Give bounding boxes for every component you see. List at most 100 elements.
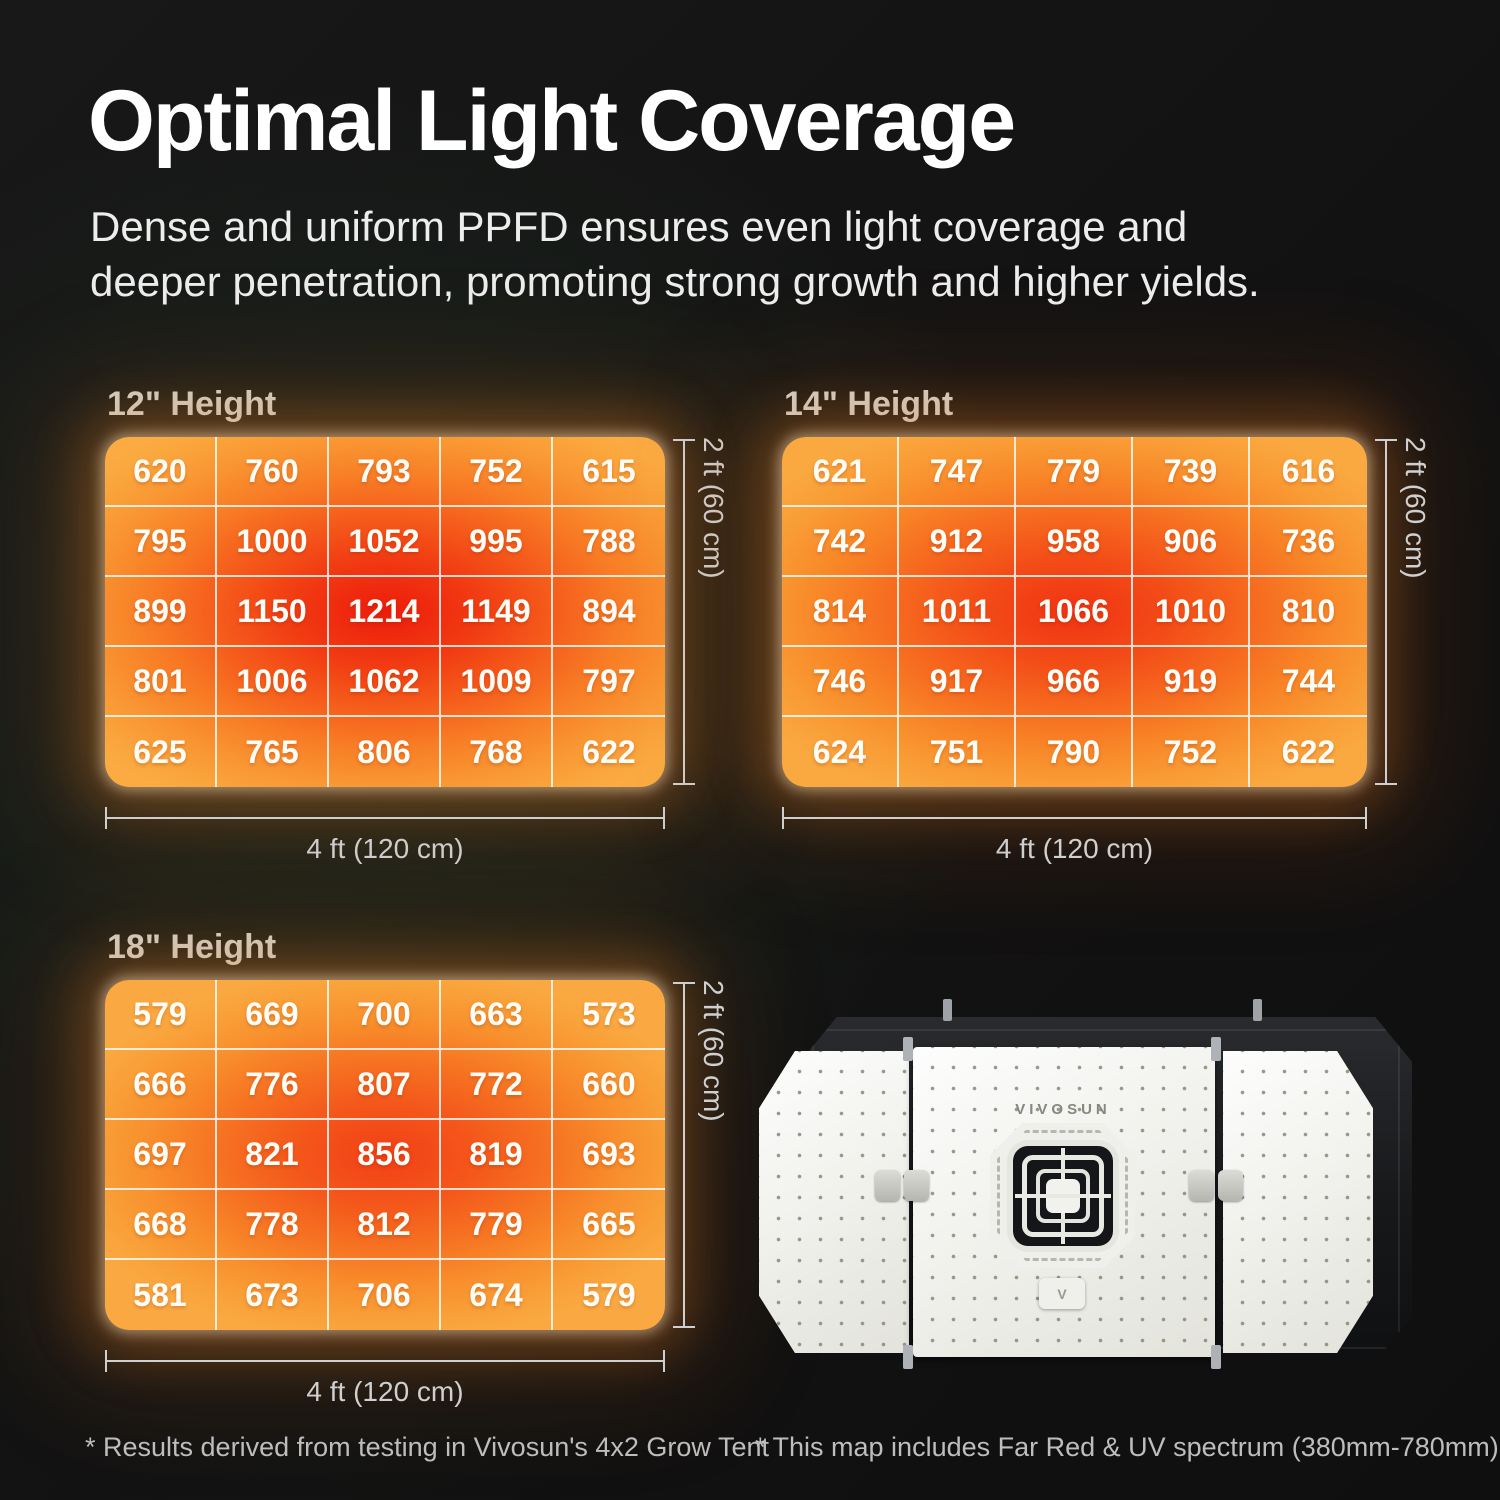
heatmap-cell-value: 919 xyxy=(1133,647,1250,717)
heatmap-cell-value: 958 xyxy=(1016,507,1133,577)
heatmap-cell-value: 660 xyxy=(553,1050,665,1120)
page-title: Optimal Light Coverage xyxy=(88,73,1016,169)
heatmap-block-14in: 14" Height 621 747 779 739 616 742 912 958 906 73… xyxy=(782,385,1500,895)
heatmap-cell-value: 1000 xyxy=(217,507,329,577)
heatmap-cell-value: 706 xyxy=(329,1260,441,1330)
heatmap-cell-value: 821 xyxy=(217,1120,329,1190)
heatmap-cell-value: 1052 xyxy=(329,507,441,577)
heatmap-cell-value: 1011 xyxy=(899,577,1016,647)
heatmap-cell-value: 779 xyxy=(441,1190,553,1260)
height-dimension-label: 2 ft (60 cm) xyxy=(1400,437,1431,579)
heatmap-12in: 620 760 793 752 615 795 1000 1052 995 788 899 1150 1… xyxy=(105,437,665,787)
heatmap-14in: 621 747 779 739 616 742 912 958 906 736 814 1011 106… xyxy=(782,437,1367,787)
heatmap-block-18in: 18" Height 579 669 700 663 573 666 776 807 772 66… xyxy=(105,928,825,1438)
heatmap-cell-value: 581 xyxy=(105,1260,217,1330)
heatmap-block-12in: 12" Height 620 760 793 752 615 795 1000 1052 995… xyxy=(105,385,825,895)
heatmap-cell-value: 624 xyxy=(782,717,899,787)
heatmap-cell-value: 810 xyxy=(1250,577,1367,647)
heatmap-cell-value: 622 xyxy=(582,733,636,770)
heatmap-cell-value: 666 xyxy=(105,1050,217,1120)
heatmap-grid: 621 747 779 739 616 742 912 958 906 736 814 1011 106… xyxy=(782,437,1367,787)
heatmap-cell-value: 995 xyxy=(441,507,553,577)
heatmap-title-12in: 12" Height xyxy=(107,385,277,423)
heatmap-cell-value: 790 xyxy=(1016,717,1133,787)
fan-hub xyxy=(1045,1178,1080,1213)
heatmap-cell-value: 697 xyxy=(105,1120,217,1190)
heatmap-cell-value: 797 xyxy=(553,647,665,717)
panel-hinge xyxy=(904,1170,929,1201)
height-dimension-line xyxy=(673,439,695,785)
panel-hinge xyxy=(1189,1170,1214,1201)
width-dimension-label: 4 ft (120 cm) xyxy=(995,833,1154,864)
width-dimension-line xyxy=(782,807,1367,829)
heatmap-cell-value: 812 xyxy=(329,1190,441,1260)
heatmap-cell-value: 1214 xyxy=(329,577,441,647)
heatmap-cell-value: 739 xyxy=(1133,437,1250,507)
heatmap-cell-value: 751 xyxy=(899,717,1016,787)
heatmap-cell-value: 665 xyxy=(553,1190,665,1260)
brand-logo-badge: V xyxy=(1039,1278,1085,1309)
heatmap-grid: 620 760 793 752 615 795 1000 1052 995 788 899 1150 1… xyxy=(105,437,665,787)
heatmap-cell-value: 615 xyxy=(553,437,665,507)
height-dimension-label: 2 ft (60 cm) xyxy=(698,980,729,1122)
heatmap-cell-value: 625 xyxy=(105,717,217,787)
heatmap-cell-value: 620 xyxy=(105,437,217,507)
height-dimension-line xyxy=(673,982,695,1328)
product-brand-label: VIVOSUN xyxy=(1015,1101,1111,1118)
heatmap-title-18in: 18" Height xyxy=(107,928,277,966)
heatmap-cell-value: 1009 xyxy=(441,647,553,717)
product-image: VIVOSUN V xyxy=(745,995,1440,1370)
heatmap-cell-value: 795 xyxy=(105,507,217,577)
heatmap-cell-value: 912 xyxy=(899,507,1016,577)
product-fan-vent xyxy=(990,1123,1135,1268)
width-dimension-label: 4 ft (120 cm) xyxy=(306,1376,464,1407)
heatmap-cell-value: 1006 xyxy=(217,647,329,717)
heatmap-cell-value: 856 xyxy=(329,1120,441,1190)
width-dimension-line xyxy=(105,807,665,829)
heatmap-cell-value: 668 xyxy=(105,1190,217,1260)
heatmap-cell-value: 736 xyxy=(1250,507,1367,577)
heatmap-cell-value: 807 xyxy=(329,1050,441,1120)
heatmap-title-14in: 14" Height xyxy=(784,385,954,423)
heatmap-cell-value: 700 xyxy=(329,980,441,1050)
footnote-spectrum: * This map includes Far Red & UV spectru… xyxy=(755,1432,1499,1462)
footnote-test-conditions: * Results derived from testing in Vivosu… xyxy=(85,1432,769,1462)
heatmap-cell-value: 663 xyxy=(441,980,553,1050)
heatmap-cell-value: 917 xyxy=(899,647,1016,717)
height-dimension-label: 2 ft (60 cm) xyxy=(698,437,729,579)
heatmap-cell-value: 899 xyxy=(105,577,217,647)
panel-clamp xyxy=(1211,1037,1221,1061)
heatmap-cell-value: 744 xyxy=(1250,647,1367,717)
heatmap-cell-value: 814 xyxy=(782,577,899,647)
heatmap-cell-value: 778 xyxy=(217,1190,329,1260)
heatmap-cell-value: 806 xyxy=(329,717,441,787)
panel-clamp xyxy=(903,1037,913,1061)
heatmap-cell-value: 793 xyxy=(329,437,441,507)
height-dimension-line xyxy=(1375,439,1397,785)
heatmap-cell-value: 693 xyxy=(553,1120,665,1190)
heatmap-18in: 579 669 700 663 573 666 776 807 772 660 697 821 856 8… xyxy=(105,980,665,1330)
heatmap-cell-value: 1149 xyxy=(441,577,553,647)
heatmap-cell-value: 616 xyxy=(1250,437,1367,507)
fan-grille-ring xyxy=(1021,1154,1104,1237)
heatmap-cell-value: 752 xyxy=(441,437,553,507)
heatmap-cell-value: 579 xyxy=(582,1276,636,1313)
heatmap-cell-value: 779 xyxy=(1016,437,1133,507)
product-right-led-panel xyxy=(1223,1051,1373,1353)
heatmap-cell-value: 742 xyxy=(782,507,899,577)
hanging-bracket xyxy=(943,999,952,1021)
panel-clamp xyxy=(903,1345,913,1369)
heatmap-cell-value: 621 xyxy=(782,437,899,507)
heatmap-cell-value: 772 xyxy=(441,1050,553,1120)
panel-hinge xyxy=(875,1170,900,1201)
width-dimension-line xyxy=(105,1350,665,1372)
heatmap-cell-value: 622 xyxy=(1281,733,1336,770)
heatmap-cell-value: 765 xyxy=(217,717,329,787)
heatmap-cell-value: 669 xyxy=(217,980,329,1050)
heatmap-cell-value: 1010 xyxy=(1133,577,1250,647)
heatmap-cell-value: 1150 xyxy=(217,577,329,647)
heatmap-cell-value: 760 xyxy=(217,437,329,507)
heatmap-cell-value: 819 xyxy=(441,1120,553,1190)
heatmap-cell-value: 906 xyxy=(1133,507,1250,577)
